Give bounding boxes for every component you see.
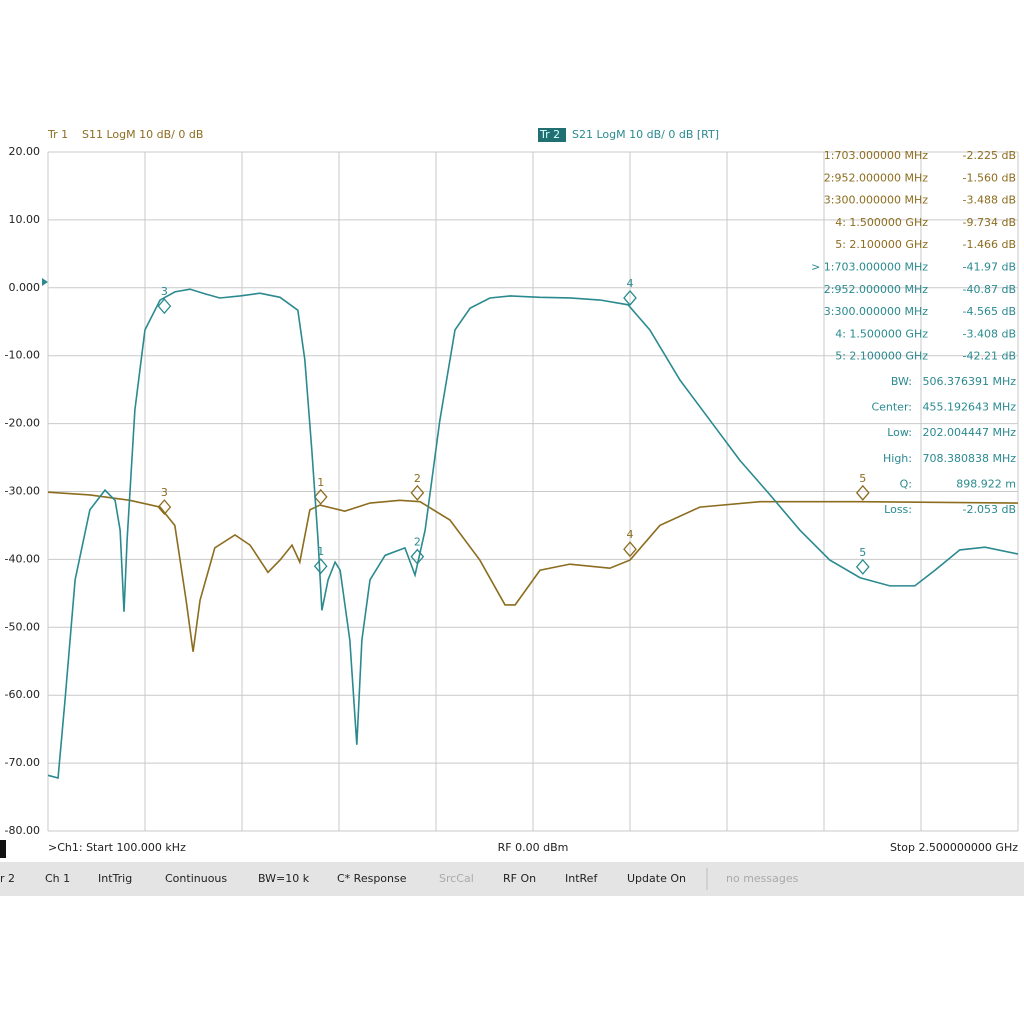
marker-label: 3	[161, 486, 168, 499]
readout-label: Center:	[871, 401, 912, 414]
y-tick-label: -70.00	[5, 756, 40, 769]
y-tick-label: 10.00	[9, 213, 41, 226]
marker-label: 1	[317, 476, 324, 489]
toolbar-button: no messages	[726, 872, 799, 885]
toolbar-button[interactable]: Update On	[627, 872, 686, 885]
readout-label: 3:300.000000 MHz	[824, 305, 928, 318]
readout-value: 202.004447 MHz	[922, 426, 1016, 439]
readout-label: 4: 1.500000 GHz	[835, 216, 928, 229]
marker	[157, 499, 172, 516]
marker	[855, 484, 870, 501]
y-tick-label: -30.00	[5, 485, 40, 498]
marker	[855, 558, 870, 575]
footer-start: >Ch1: Start 100.000 kHz	[48, 841, 186, 854]
marker-label: 5	[859, 546, 866, 559]
toolbar-button[interactable]: Ch 1	[45, 872, 70, 885]
toolbar-button[interactable]: Continuous	[165, 872, 227, 885]
marker	[157, 298, 172, 315]
readout-label: 4: 1.500000 GHz	[835, 327, 928, 340]
toolbar-button[interactable]: IntTrig	[98, 872, 132, 885]
marker-label: 3	[161, 285, 168, 298]
marker-label: 1	[317, 545, 324, 558]
readout-label: 1:703.000000 MHz	[824, 149, 928, 162]
readout-value: 455.192643 MHz	[922, 401, 1016, 414]
readout-label: 2:952.000000 MHz	[824, 171, 928, 184]
readout-value: -42.21 dB	[963, 350, 1017, 363]
trace-name: S11 LogM 10 dB/ 0 dB	[82, 128, 203, 141]
trace-line	[47, 288, 1019, 780]
marker-label: 4	[626, 277, 633, 290]
readout-value: -9.734 dB	[963, 216, 1017, 229]
trace-line	[47, 491, 1019, 652]
y-tick-label: -80.00	[5, 824, 40, 837]
trace-id: Tr 2	[539, 128, 560, 141]
y-tick-label: 0.000	[9, 281, 41, 294]
marker	[410, 548, 425, 565]
readout-label: BW:	[891, 375, 912, 388]
readout-value: -2.225 dB	[963, 149, 1017, 162]
readout-value: -1.466 dB	[963, 238, 1017, 251]
marker-label: 2	[414, 536, 421, 549]
footer-power: RF 0.00 dBm	[498, 841, 569, 854]
readout-label: High:	[883, 452, 912, 465]
footer-stop: Stop 2.500000000 GHz	[890, 841, 1018, 854]
readout-value: 898.922 m	[956, 477, 1016, 490]
marker	[623, 289, 637, 306]
toolbar-button[interactable]: C* Response	[337, 872, 407, 885]
readout-label: 3:300.000000 MHz	[824, 194, 928, 207]
marker	[623, 541, 637, 558]
y-tick-label: -60.00	[5, 688, 40, 701]
y-tick-label: -10.00	[5, 349, 40, 362]
toolbar-button[interactable]: BW=10 k	[258, 872, 310, 885]
active-trace-box	[538, 128, 566, 142]
marker	[313, 488, 328, 505]
readout-label: 5: 2.100000 GHz	[835, 350, 928, 363]
toolbar-button[interactable]: RF On	[503, 872, 536, 885]
marker	[410, 484, 425, 501]
readout-value: -40.87 dB	[963, 283, 1017, 296]
y-tick-label: -20.00	[5, 417, 40, 430]
marker-label: 2	[414, 472, 421, 485]
y-tick-label: -40.00	[5, 552, 40, 565]
toolbar-bg	[0, 862, 1024, 896]
readout-label: Loss:	[884, 503, 912, 516]
readout-label: Q:	[900, 477, 912, 490]
y-tick-label: -50.00	[5, 620, 40, 633]
readout-value: -2.053 dB	[963, 503, 1017, 516]
reference-arrow	[42, 278, 48, 286]
y-tick-label: 20.00	[9, 145, 41, 158]
readout-value: -3.408 dB	[963, 327, 1017, 340]
readout-label: Low:	[887, 426, 912, 439]
marker-label: 4	[626, 528, 633, 541]
trace-name: S21 LogM 10 dB/ 0 dB [RT]	[572, 128, 719, 141]
readout-value: -3.488 dB	[963, 194, 1017, 207]
readout-value: -4.565 dB	[963, 305, 1017, 318]
readout-label: > 1:703.000000 MHz	[811, 261, 928, 274]
readout-value: 506.376391 MHz	[922, 375, 1016, 388]
toolbar-button[interactable]: IntRef	[565, 872, 598, 885]
toolbar-button: SrcCal	[439, 872, 474, 885]
readout-label: 2:952.000000 MHz	[824, 283, 928, 296]
toolbar-button[interactable]: r 2	[0, 872, 15, 885]
marker-label: 5	[859, 472, 866, 485]
readout-value: 708.380838 MHz	[922, 452, 1016, 465]
readout-label: 5: 2.100000 GHz	[835, 238, 928, 251]
marker	[313, 558, 328, 575]
readout-value: -1.560 dB	[963, 171, 1017, 184]
corner-mark	[0, 840, 6, 858]
readout-value: -41.97 dB	[963, 261, 1017, 274]
trace-id: Tr 1	[47, 128, 68, 141]
